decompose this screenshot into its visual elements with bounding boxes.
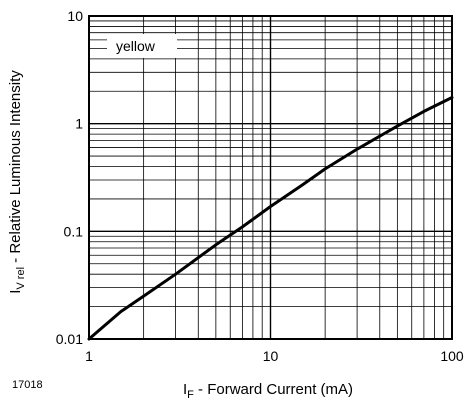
legend: yellow (107, 34, 177, 58)
y-tick-label: 0.1 (64, 223, 84, 239)
plot-frame (88, 15, 453, 340)
x-axis-label-text: - Forward Current (mA) (194, 381, 353, 398)
series-line-yellow (87, 96, 454, 341)
y-axis-label: IV rel - Relative Luminous Intensity (7, 70, 27, 294)
x-tick-labels: 1 10 100 (85, 348, 464, 364)
y-axis-label-main: I (7, 290, 24, 294)
y-tick-label: 0.01 (56, 331, 83, 347)
x-tick-label: 100 (440, 348, 464, 364)
y-tick-labels: 0.01 0.1 1 10 (56, 8, 83, 347)
x-axis-label-subscript: F (187, 389, 194, 401)
figure-id: 17018 (12, 379, 43, 391)
x-tick-label: 10 (263, 348, 279, 364)
x-axis-label-main: I (183, 381, 187, 398)
x-tick-label: 1 (85, 348, 93, 364)
x-axis-label: IF - Forward Current (mA) (183, 381, 353, 401)
y-axis-label-subscript: V rel (15, 267, 27, 290)
legend-box (107, 34, 177, 58)
y-tick-label: 10 (67, 8, 83, 24)
legend-entry-yellow: yellow (116, 38, 156, 54)
y-axis-label-text: - Relative Luminous Intensity (7, 70, 24, 267)
y-tick-label: 1 (75, 116, 83, 132)
